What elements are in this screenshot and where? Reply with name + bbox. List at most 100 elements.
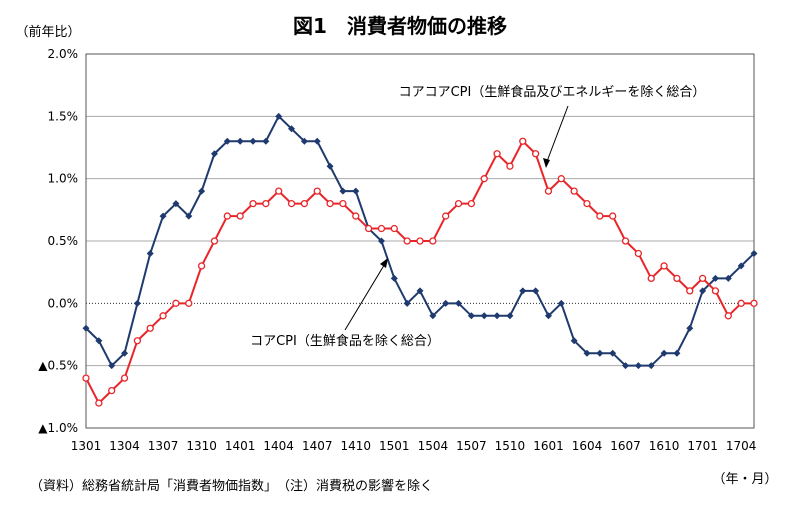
data-point	[236, 137, 244, 145]
y-tick-label: 2.0%	[48, 47, 79, 61]
data-point	[544, 312, 552, 320]
data-point	[403, 237, 411, 245]
data-point	[699, 287, 707, 295]
data-point	[403, 299, 411, 307]
data-point	[275, 187, 283, 195]
data-point	[159, 312, 167, 320]
data-point	[647, 274, 655, 283]
data-point	[249, 137, 257, 145]
x-axis-label: （年・月）	[712, 472, 777, 487]
data-point	[120, 374, 129, 382]
data-point	[364, 224, 373, 233]
data-point	[634, 362, 642, 370]
x-tick-label: 1307	[148, 439, 179, 453]
data-point	[621, 237, 630, 245]
data-point	[185, 212, 193, 220]
data-point	[570, 337, 578, 345]
data-point	[313, 187, 321, 195]
x-tick-label: 1604	[572, 439, 603, 453]
data-point	[82, 374, 90, 382]
data-point	[390, 224, 398, 233]
y-tick-labels: 2.0% 1.5% 1.0% 0.5% 0.0% ▲0.5% ▲1.0%	[38, 47, 78, 435]
data-point	[236, 212, 244, 220]
data-point	[133, 337, 142, 345]
data-point	[185, 299, 193, 307]
data-point	[583, 349, 591, 357]
data-point	[686, 287, 694, 295]
x-tick-label: 1407	[302, 439, 333, 453]
x-tick-label: 1310	[186, 439, 217, 453]
data-point	[300, 199, 309, 208]
data-point	[455, 299, 463, 307]
data-point	[519, 137, 527, 145]
data-point	[326, 162, 334, 170]
x-tick-label: 1704	[726, 439, 757, 453]
series-core-core-cpi	[82, 137, 758, 407]
data-point	[172, 299, 180, 307]
data-point	[531, 150, 540, 158]
data-point	[609, 349, 617, 357]
data-point	[262, 199, 270, 208]
data-point	[724, 274, 732, 282]
data-point	[506, 312, 514, 320]
data-point	[287, 199, 296, 208]
data-point	[313, 137, 321, 145]
x-tick-label: 1404	[263, 439, 294, 453]
y-tick-label: 0.0%	[48, 296, 79, 310]
data-point	[197, 262, 206, 270]
y-tick-label: 1.5%	[48, 109, 79, 123]
data-point	[82, 324, 90, 332]
data-point	[737, 299, 745, 307]
data-point	[223, 212, 231, 220]
data-point	[493, 150, 501, 158]
annotation-corecore-arrow	[545, 105, 569, 165]
y-tick-label: 0.5%	[48, 234, 79, 248]
data-point	[416, 287, 424, 295]
y-axis-label: （前年比）	[15, 24, 80, 40]
data-point	[249, 199, 257, 208]
data-point	[596, 349, 604, 357]
data-point	[480, 175, 488, 183]
data-point	[108, 386, 116, 395]
data-point	[108, 362, 116, 370]
data-point	[493, 312, 501, 320]
data-point	[352, 187, 360, 195]
data-point	[660, 349, 668, 357]
data-point	[544, 187, 553, 195]
data-point	[698, 274, 707, 283]
data-point	[660, 262, 668, 270]
x-tick-label: 1410	[340, 439, 371, 453]
data-point	[634, 249, 643, 258]
source-note: （資料）総務省統計局「消費者物価指数」 （注）消費税の影響を除く	[30, 478, 433, 494]
data-point	[711, 287, 720, 295]
data-point	[198, 187, 206, 195]
x-tick-label: 1401	[225, 439, 256, 453]
data-point	[326, 199, 334, 208]
data-point	[609, 212, 617, 220]
data-point	[557, 175, 565, 183]
data-point	[210, 150, 218, 158]
data-point	[352, 212, 360, 220]
data-point	[121, 349, 129, 357]
data-point	[442, 212, 450, 220]
data-point	[429, 312, 437, 320]
data-point	[647, 362, 655, 370]
data-point	[750, 299, 758, 307]
data-point	[429, 237, 437, 245]
data-point	[454, 199, 463, 208]
data-point	[95, 337, 103, 345]
y-tick-label: ▲1.0%	[38, 421, 78, 435]
x-tick-labels: 1301 1304 1307 1310 1401 1404 1407 1410 1501 1504…	[71, 439, 757, 453]
data-point	[262, 137, 270, 145]
x-tick-label: 1304	[109, 439, 140, 453]
annotation-corecore-arrowhead	[543, 158, 550, 168]
data-point	[673, 349, 681, 357]
data-point	[210, 237, 219, 245]
data-point	[146, 324, 154, 332]
data-point	[223, 137, 231, 145]
data-point	[467, 199, 476, 208]
data-point	[532, 287, 540, 295]
x-tick-label: 1507	[456, 439, 487, 453]
data-point	[622, 362, 630, 370]
